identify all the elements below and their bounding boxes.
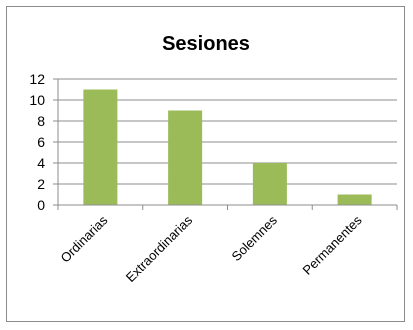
y-tick-label: 12: [29, 71, 45, 87]
bar-ordinarias: [83, 89, 118, 205]
bar-solemnes: [252, 163, 287, 205]
bar-permanentes: [337, 194, 372, 205]
x-tick-label: Extraordinarias: [123, 212, 196, 285]
chart-title: Sesiones: [162, 33, 250, 55]
y-tick-labels: 0 2 4 6 8 10 12: [29, 71, 45, 213]
bars: [83, 89, 372, 205]
y-tick-label: 10: [29, 92, 45, 108]
chart-frame: [6, 6, 405, 322]
axes: [53, 78, 398, 210]
y-tick-label: 2: [37, 176, 45, 192]
y-tick-label: 4: [37, 155, 45, 171]
y-tick-label: 8: [37, 113, 45, 129]
y-tick-label: 0: [37, 197, 45, 213]
y-tick-label: 6: [37, 134, 45, 150]
x-tick-labels: Ordinarias Extraordinarias Solemnes Permane…: [57, 212, 365, 285]
x-tick-label: Ordinarias: [57, 212, 110, 265]
x-tick-label: Solemnes: [229, 212, 281, 264]
bar-extraordinarias: [168, 110, 203, 205]
x-tick-label: Permanentes: [299, 212, 365, 278]
